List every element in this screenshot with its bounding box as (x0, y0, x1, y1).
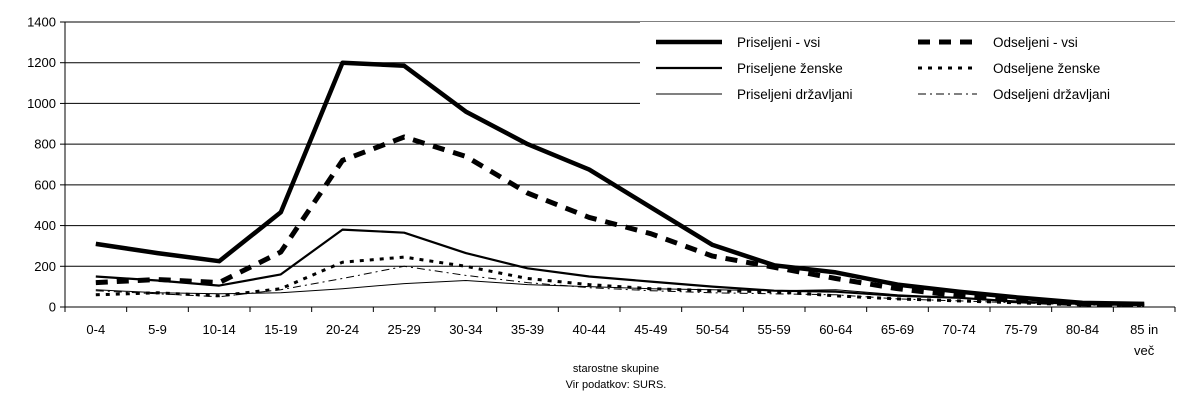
y-tick-label: 200 (34, 259, 56, 274)
series-line-4 (95, 255, 1145, 307)
axes (60, 21, 1176, 312)
gridlines (65, 21, 1175, 267)
series-line-1 (95, 60, 1145, 307)
x-tick-label: 40-44 (573, 322, 606, 337)
y-tick-label: 0 (49, 300, 56, 315)
legend-label: Odseljeni državljani (993, 87, 1110, 102)
series-line-5 (95, 280, 1145, 306)
x-tick-label-line: 80-84 (1066, 322, 1099, 337)
legend-box (640, 22, 1175, 136)
x-tick-label-line: 55-59 (758, 322, 791, 337)
x-tick-label: 80-84 (1066, 322, 1099, 337)
x-tick-label: 55-59 (758, 322, 791, 337)
x-tick-label-line: 25-29 (388, 322, 421, 337)
x-tick-label: 10-14 (203, 322, 236, 337)
legend-label: Odseljene ženske (993, 61, 1100, 76)
legend-label: Priseljeni državljani (737, 87, 853, 102)
x-axis-tick-labels: 0-4 5-9 10-14 15-19 20-24 25-29 30-34 35-39 40-4… (86, 322, 1158, 358)
x-tick-label: 25-29 (388, 322, 421, 337)
x-tick-label: 20-24 (326, 322, 359, 337)
x-tick-label: 5-9 (148, 322, 167, 337)
x-axis-label: starostne skupine (573, 363, 659, 375)
legend-label: Odseljeni - vsi (993, 35, 1078, 50)
x-tick-label-line: 15-19 (264, 322, 297, 337)
x-tick-label: 50-54 (696, 322, 729, 337)
y-axis-tick-labels: 0 200 400 600 800 1000 1200 1400 (27, 15, 56, 315)
y-tick-label: 800 (34, 137, 56, 152)
x-tick-label: 70-74 (943, 322, 976, 337)
x-tick-label-line: 20-24 (326, 322, 359, 337)
x-tick-label-line: 40-44 (573, 322, 606, 337)
x-tick-label-line: 75-79 (1004, 322, 1037, 337)
series-line-6 (95, 265, 1145, 306)
x-tick-label-line: 5-9 (148, 322, 167, 337)
x-tick-label-line: 50-54 (696, 322, 729, 337)
legend-label: Priseljene ženske (737, 61, 843, 76)
legend: Priseljeni - vsi Odseljeni - vsi Priseljen… (640, 22, 1175, 136)
x-tick-label-line: 0-4 (86, 322, 105, 337)
y-tick-label: 1200 (27, 55, 56, 70)
y-tick-label: 1400 (27, 15, 56, 30)
x-tick-label-line: 65-69 (881, 322, 914, 337)
x-tick-label-line: 60-64 (819, 322, 852, 337)
x-tick-label: 35-39 (511, 322, 544, 337)
x-tick-label-line: 85 in (1130, 322, 1158, 337)
x-tick-label-line: 70-74 (943, 322, 976, 337)
source-note: Vir podatkov: SURS. (566, 379, 667, 391)
legend-label: Priseljeni - vsi (737, 35, 820, 50)
x-tick-label-line: 45-49 (634, 322, 667, 337)
x-tick-label: 75-79 (1004, 322, 1037, 337)
y-tick-label: 600 (34, 177, 56, 192)
x-tick-label: 0-4 (86, 322, 105, 337)
x-tick-label: 85 in več (1130, 322, 1158, 358)
x-tick-label: 60-64 (819, 322, 852, 337)
x-tick-label-line: 35-39 (511, 322, 544, 337)
x-tick-label-line: 30-34 (449, 322, 482, 337)
x-tick-label-line: 10-14 (203, 322, 236, 337)
x-tick-label: 30-34 (449, 322, 482, 337)
series-lines (95, 60, 1145, 308)
x-tick-label: 65-69 (881, 322, 914, 337)
y-tick-label: 1000 (27, 96, 56, 111)
x-tick-label-line: več (1134, 343, 1155, 358)
x-tick-label: 45-49 (634, 322, 667, 337)
y-tick-label: 400 (34, 218, 56, 233)
x-tick-label: 15-19 (264, 322, 297, 337)
